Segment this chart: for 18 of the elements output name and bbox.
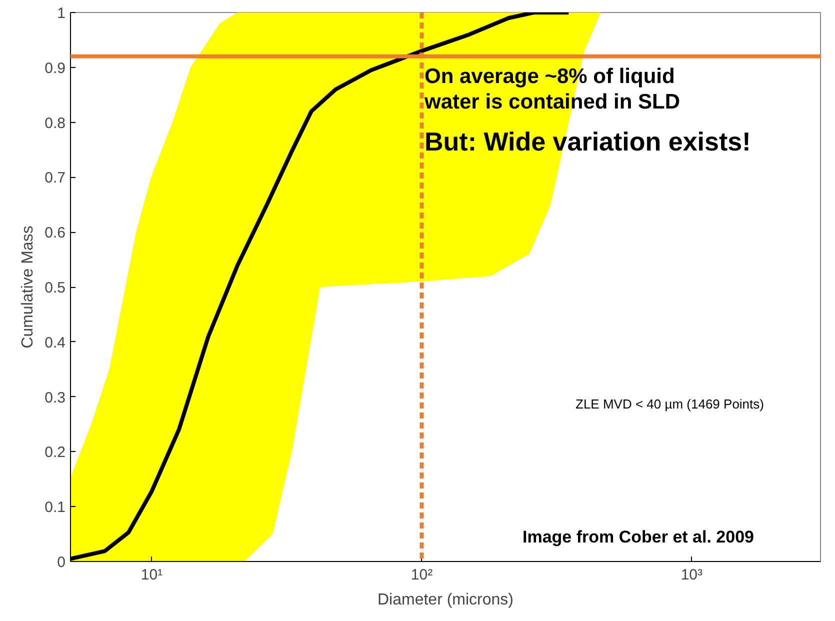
x-tick-label: 10³ xyxy=(680,566,703,584)
y-tick-label: 0.4 xyxy=(44,334,66,352)
y-tick-label: 0.3 xyxy=(44,389,66,406)
y-tick-label: 0.7 xyxy=(44,170,66,187)
y-tick-label: 0.5 xyxy=(44,280,66,296)
x-tick-label: 10² xyxy=(410,566,433,584)
y-tick-label: 0 xyxy=(57,554,66,571)
y-tick-label: 0.8 xyxy=(44,114,66,132)
x-axis-title: Diameter (microns) xyxy=(377,592,514,608)
y-tick-label: 0.2 xyxy=(44,444,66,462)
y-tick-label: 0.1 xyxy=(44,499,66,516)
y-tick-label: 0.6 xyxy=(44,224,66,242)
y-axis-title: Cumulative Mass xyxy=(20,226,37,348)
x-tick-label: 10¹ xyxy=(140,566,163,584)
annotation: ZLE MVD < 40 µm (1469 Points) xyxy=(576,396,764,412)
y-tick-label: 1 xyxy=(57,5,66,22)
annotation: Image from Cober et al. 2009 xyxy=(522,528,754,546)
y-tick-label: 0.9 xyxy=(44,60,66,77)
